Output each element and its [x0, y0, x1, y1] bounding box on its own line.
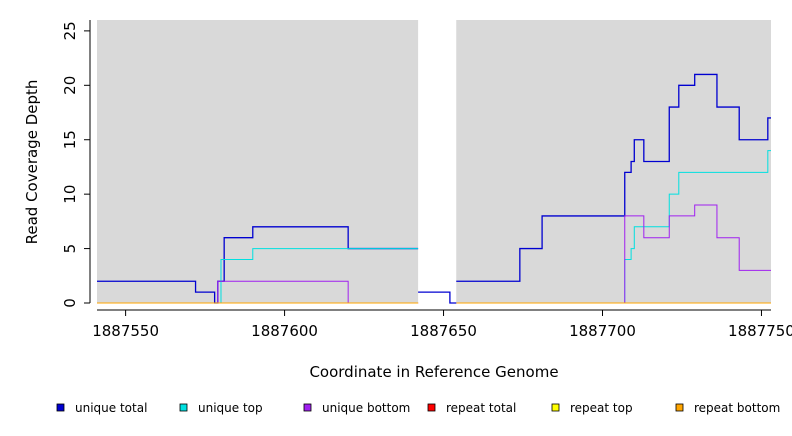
legend-item: repeat total: [427, 401, 516, 415]
x-axis-label: Coordinate in Reference Genome: [309, 363, 558, 381]
series-line-unique-top: [456, 150, 771, 304]
x-tick-label: 1887550: [92, 322, 159, 340]
x-tick-label: 1887750: [728, 322, 792, 340]
series-line-unique-total: [418, 291, 457, 304]
legend-label: unique total: [75, 401, 147, 415]
legend-label: unique bottom: [322, 401, 410, 415]
legend-swatch: [427, 403, 436, 412]
series-line-unique-bottom: [456, 204, 771, 304]
x-tick-label: 1887700: [569, 322, 636, 340]
legend: unique total unique top unique bottom repea…: [56, 401, 780, 415]
x-tick-label: 1887600: [251, 322, 318, 340]
legend-swatch: [303, 403, 312, 412]
plot-background: [97, 20, 771, 303]
y-tick-label: 5: [61, 244, 79, 254]
legend-swatch: [551, 403, 560, 412]
legend-item: unique top: [179, 401, 263, 415]
shaded-region: [456, 20, 771, 303]
legend-swatch: [675, 403, 684, 412]
legend-label: repeat bottom: [694, 401, 780, 415]
y-tick-label: 25: [61, 21, 79, 40]
y-tick-label: 10: [61, 185, 79, 204]
legend-item: unique bottom: [303, 401, 410, 415]
shaded-region: [97, 20, 419, 303]
y-tick-label: 20: [61, 76, 79, 95]
legend-item: repeat top: [551, 401, 633, 415]
legend-swatch: [179, 403, 188, 412]
axes: 0 5 10 15 20 25 1887550 1887600 1887650 1887700 18…: [61, 20, 792, 340]
x-tick-label: 1887650: [410, 322, 477, 340]
series-line-unique-total: [456, 73, 771, 282]
legend-item: repeat bottom: [675, 401, 780, 415]
y-tick-label: 15: [61, 130, 79, 149]
y-tick-label: 0: [61, 298, 79, 308]
y-axis-label: Read Coverage Depth: [23, 80, 41, 245]
legend-item: unique total: [56, 401, 147, 415]
legend-label: unique top: [198, 401, 263, 415]
legend-swatch: [56, 403, 65, 412]
series-layer: [97, 73, 771, 304]
legend-label: repeat total: [446, 401, 516, 415]
legend-label: repeat top: [570, 401, 633, 415]
